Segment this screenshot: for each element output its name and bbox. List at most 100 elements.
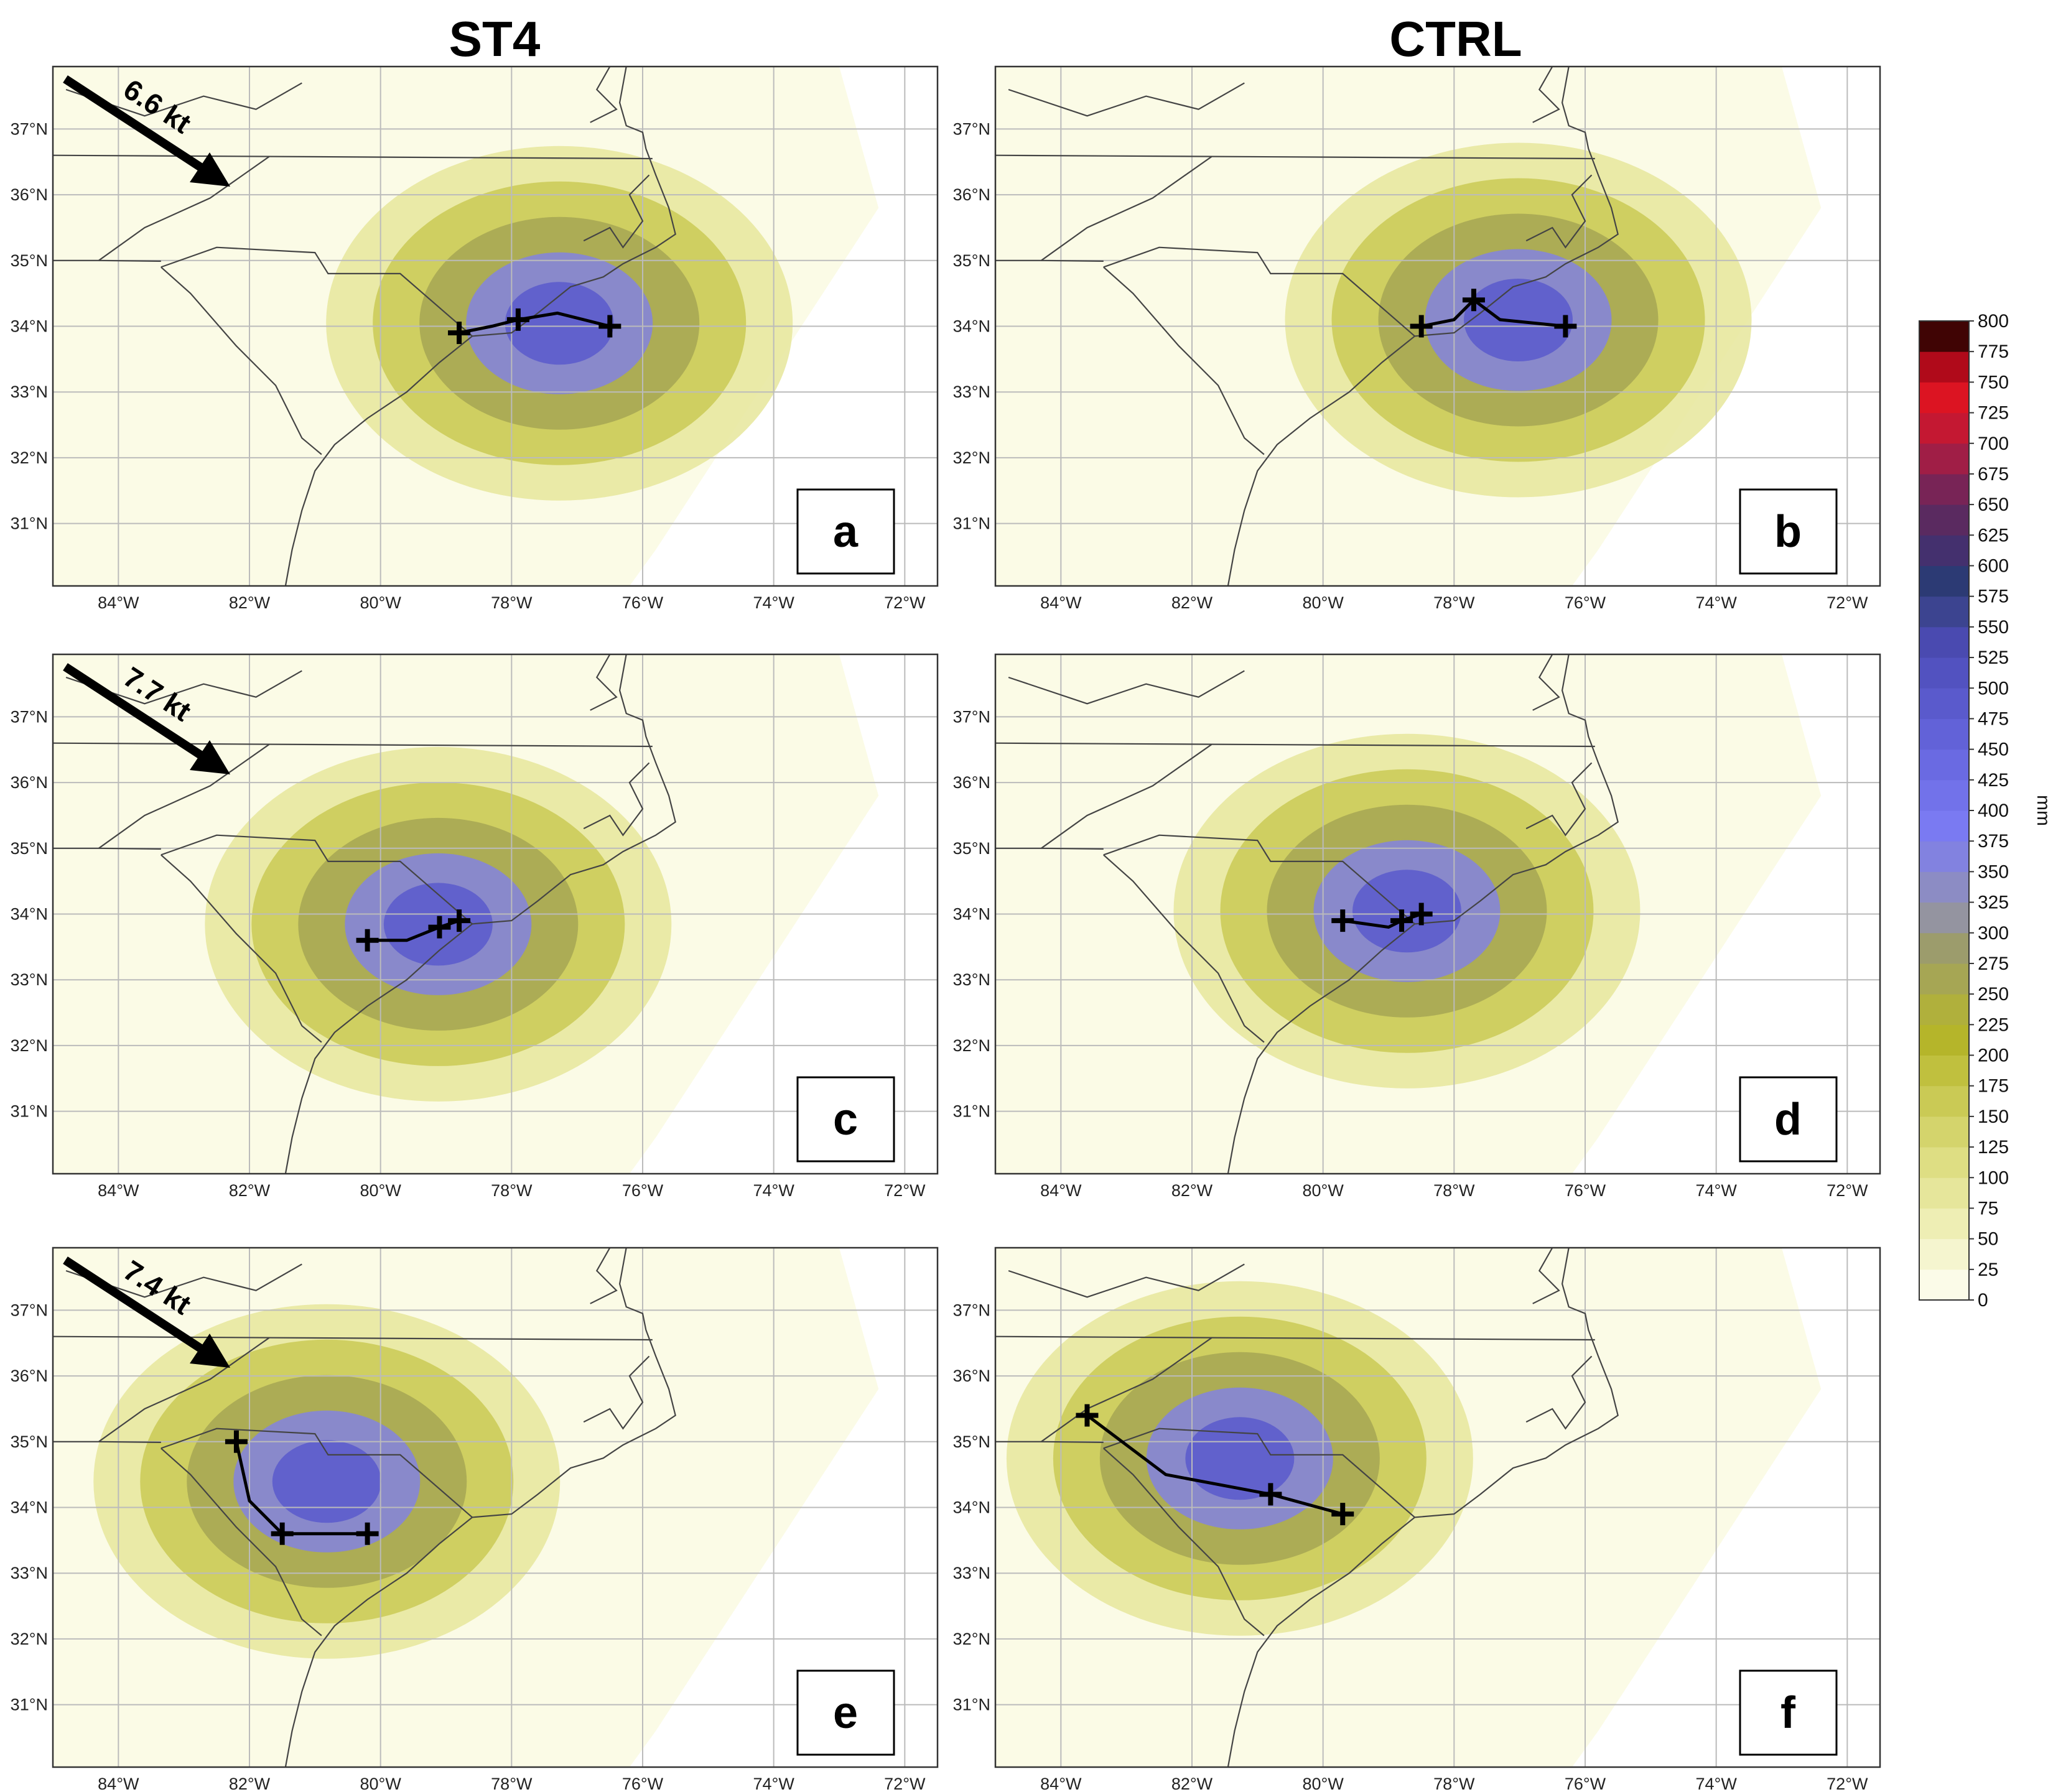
storm-position-marker [271,1522,294,1545]
lon-tick-label: 80°W [360,1181,402,1200]
boundary-line [1525,1355,1593,1430]
lon-tick-label: 76°W [1565,1775,1606,1792]
boundary-line [284,66,676,587]
lon-tick-label: 76°W [622,593,664,612]
lon-tick-label: 80°W [1303,1775,1344,1792]
colorbar-tick-label: 475 [1978,708,2009,729]
lon-tick-label: 74°W [1696,1775,1738,1792]
lon-tick-label: 78°W [491,1775,533,1792]
lat-tick-label: 37°N [953,119,990,138]
lon-tick-label: 78°W [491,593,533,612]
colorbar-tick-label: 125 [1978,1137,2009,1158]
boundary-line [583,174,650,249]
lon-tick-label: 72°W [1827,593,1868,612]
colorbar-swatch [1919,994,1969,1025]
panel-letter-box [1739,1669,1838,1756]
colorbar-tick-label: 400 [1978,801,2009,821]
storm-position-marker [448,909,471,932]
precip-contour [505,282,614,365]
panel-frame [994,65,1881,587]
lat-tick-label: 35°N [11,1432,48,1451]
storm-position-marker [448,322,471,345]
colorbar-tick-label: 300 [1978,923,2009,944]
boundary-line [1532,654,1560,711]
lat-tick-label: 33°N [953,970,990,989]
lat-tick-label: 34°N [953,905,990,924]
boundary-line [1041,743,1213,849]
lon-tick-label: 74°W [1696,1181,1738,1200]
lon-tick-label: 78°W [1433,1775,1475,1792]
boundary-line [1103,266,1265,455]
colorbar-swatch [1919,596,1969,628]
lat-tick-label: 32°N [11,448,48,467]
storm-track-line [1342,912,1422,929]
boundary-line [53,847,161,850]
map-panel-a: 37°N 36°N 35°N 34°N 33°N 32°N 31°N 84°W 82°W 80°W… [11,65,939,612]
storm-position-marker [1410,903,1433,926]
colorbar-tick-label: 0 [1978,1290,1988,1311]
lat-tick-label: 36°N [953,1367,990,1385]
storm-track-line [367,919,460,942]
map-panel-e: 37°N 36°N 35°N 34°N 33°N 32°N 31°N 84°W 82°W 80°W… [11,1247,939,1792]
map-panel-f: 37°N 36°N 35°N 34°N 33°N 32°N 31°N 84°W 82°W 80°W… [953,1247,1881,1792]
lon-tick-label: 74°W [753,1775,795,1792]
boundary-line [1227,1247,1619,1768]
boundary-line [161,834,473,925]
motion-arrow-shaft [63,75,211,176]
colorbar-tick-label: 525 [1978,648,2009,668]
lat-tick-label: 34°N [953,1498,990,1517]
panel-letter: f [1780,1688,1796,1738]
precip-contour [272,1440,381,1523]
storm-position-marker [225,1430,248,1453]
colorbar-swatch [1919,932,1969,964]
colorbar-swatch [1919,504,1969,536]
panel-letter: a [833,507,859,557]
panel-letter-box [796,1669,895,1756]
boundary-line [98,156,270,261]
colorbar-tick-label: 325 [1978,893,2009,913]
colorbar-swatch [1919,749,1969,781]
colorbar-swatch [1919,779,1969,811]
lon-tick-label: 78°W [491,1181,533,1200]
map-panel-d: 37°N 36°N 35°N 34°N 33°N 32°N 31°N 84°W 82°W 80°W… [953,653,1881,1200]
lon-tick-label: 84°W [98,1775,139,1792]
colorbar-swatch [1919,657,1969,689]
storm-position-marker [1331,909,1354,932]
storm-position-marker [1259,1483,1282,1506]
boundary-line [1227,654,1619,1174]
precip-contour [1352,870,1461,953]
motion-arrow-shaft [63,663,211,764]
lon-tick-label: 82°W [1171,1775,1213,1792]
lon-tick-label: 84°W [98,1181,139,1200]
boundary-line [1532,66,1560,123]
storm-position-marker [598,315,621,338]
boundary-line [583,1355,650,1430]
boundary-line [161,1447,322,1636]
colorbar-tick-label: 675 [1978,464,2009,485]
lon-tick-label: 72°W [1827,1181,1868,1200]
panel-frame [52,653,939,1175]
lat-tick-label: 35°N [953,251,990,270]
lon-tick-label: 76°W [1565,593,1606,612]
colorbar-tick-label: 625 [1978,525,2009,545]
colorbar-swatch [1919,1238,1969,1270]
lat-tick-label: 31°N [11,1696,48,1714]
lat-tick-label: 34°N [11,317,48,336]
colorbar-swatch [1919,688,1969,719]
boundary-line [1008,1263,1245,1298]
lon-tick-label: 72°W [1827,1775,1868,1792]
colorbar-swatch [1919,626,1969,658]
map-panels: 37°N 36°N 35°N 34°N 33°N 32°N 31°N 84°W 82°W 80°W… [11,65,1881,1792]
boundary-line [1008,82,1245,117]
colorbar-swatch [1919,565,1969,597]
lat-tick-label: 35°N [11,839,48,858]
boundary-line [284,1247,676,1768]
lat-tick-label: 37°N [11,707,48,726]
storm-position-marker [1331,1503,1354,1526]
storm-position-marker [428,916,451,939]
boundary-line [583,762,650,837]
lat-tick-label: 37°N [11,119,48,138]
lat-tick-label: 34°N [953,317,990,336]
lat-tick-label: 31°N [953,1102,990,1121]
colorbar-tick-label: 25 [1978,1260,1998,1280]
